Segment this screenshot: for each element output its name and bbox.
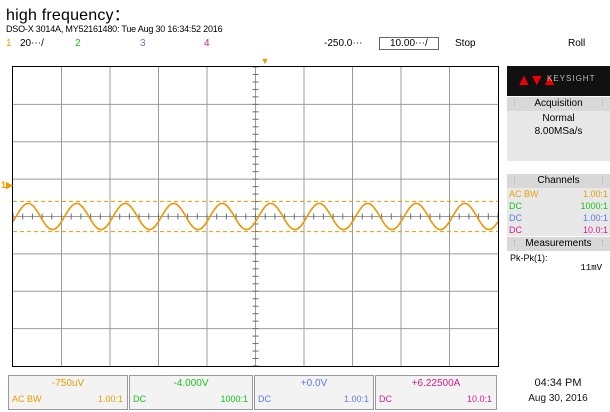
- grip-icon: ⋮: [599, 100, 606, 107]
- grip-icon: ⋮: [511, 177, 518, 184]
- ch1-offset: -750uV: [51, 378, 85, 389]
- measurement-value: 11mV: [580, 263, 602, 273]
- ch1-info-box[interactable]: -750uV AC BW 1.00:1: [8, 375, 128, 410]
- acq-rate: 8.00MSa/s: [534, 126, 583, 137]
- acq-mode: Normal: [542, 113, 575, 124]
- ch1-ground-marker[interactable]: 1▶: [1, 180, 13, 190]
- ch3-coupling: DC: [258, 394, 271, 404]
- scope-info-line: DSO-X 3014A, MY52161480: Tue Aug 30 16:3…: [6, 24, 223, 34]
- run-state[interactable]: Stop: [455, 38, 476, 49]
- ch1-label[interactable]: 1: [6, 38, 12, 49]
- ch2-offset: -4.000V: [173, 378, 209, 389]
- ch3-probe-ratio: 1.00:1: [343, 394, 369, 404]
- ch2-probe-ratio: 1000:1: [220, 394, 248, 404]
- ch1-waveform: [13, 202, 498, 231]
- channels-title: Channels: [537, 175, 580, 186]
- timebase-scale[interactable]: 10.00⋯/: [379, 37, 439, 50]
- channel-coupling: DC: [509, 225, 522, 235]
- grip-icon: ⋮: [511, 240, 518, 247]
- ch3-info-box[interactable]: +0.0V DC 1.00:1: [254, 375, 374, 410]
- acquisition-header[interactable]: ⋮ Acquisition ⋮: [507, 96, 610, 111]
- top-status-bar: 1 20⋯/ 2 3 4 -250.0⋯ 10.00⋯/ Stop Roll: [0, 34, 610, 54]
- ch1-scale[interactable]: 20⋯/: [20, 38, 44, 49]
- channel-row-1[interactable]: AC BW 1.00:1: [507, 188, 610, 200]
- ch3-offset: +0.0V: [300, 378, 328, 389]
- measurements-title: Measurements: [525, 238, 592, 249]
- channel-ratio: 10.0:1: [582, 225, 608, 235]
- ch2-label[interactable]: 2: [75, 38, 81, 49]
- channel-coupling: DC: [509, 213, 522, 223]
- grip-icon: ⋮: [511, 100, 518, 107]
- channels-list: AC BW 1.00:1 DC 1000:1 DC 1.00:1 DC 10.0…: [507, 188, 610, 236]
- channel-row-4[interactable]: DC 10.0:1: [507, 224, 610, 236]
- acquisition-title: Acquisition: [534, 98, 583, 109]
- grip-icon: ⋮: [599, 177, 606, 184]
- ch4-coupling: DC: [379, 394, 392, 404]
- side-panel: ▲▼▲ KEYSIGHT ⋮ Acquisition ⋮ Normal 8.00…: [507, 66, 610, 386]
- grip-icon: ⋮: [599, 240, 606, 247]
- trigger-position-marker: ▼: [260, 56, 270, 66]
- ch1-coupling: AC BW: [12, 394, 42, 404]
- acquisition-body: Normal 8.00MSa/s: [507, 111, 610, 161]
- channel-ratio: 1.00:1: [582, 213, 608, 223]
- ch3-label[interactable]: 3: [140, 38, 146, 49]
- page-caption: high frequency：: [6, 7, 130, 24]
- clock: 04:34 PM Aug 30, 2016: [510, 375, 606, 407]
- channel-coupling: DC: [509, 201, 522, 211]
- bottom-channel-bar: -750uV AC BW 1.00:1 -4.000V DC 1000:1 +0…: [0, 375, 610, 412]
- channel-row-3[interactable]: DC 1.00:1: [507, 212, 610, 224]
- ch4-probe-ratio: 10.0:1: [466, 394, 492, 404]
- measurement-label: Pk-Pk(1):: [510, 253, 548, 263]
- ch2-coupling: DC: [133, 394, 146, 404]
- ch4-info-box[interactable]: +6.22500A DC 10.0:1: [375, 375, 497, 410]
- measurements-body: Pk-Pk(1): 11mV: [507, 251, 610, 386]
- ch1-probe-ratio: 1.00:1: [97, 394, 123, 404]
- clock-time: 04:34 PM: [534, 377, 582, 389]
- ch4-offset: +6.22500A: [411, 378, 461, 389]
- channel-ratio: 1.00:1: [582, 189, 608, 199]
- acq-mode-label[interactable]: Roll: [568, 38, 586, 49]
- trigger-delay[interactable]: -250.0⋯: [324, 38, 363, 49]
- channel-coupling: AC BW: [509, 189, 539, 199]
- keysight-wave-icon: ▲▼▲: [516, 72, 557, 89]
- channel-ratio: 1000:1: [580, 201, 608, 211]
- graticule: [13, 67, 498, 366]
- measurements-header[interactable]: ⋮ Measurements ⋮: [507, 236, 610, 251]
- waveform-display[interactable]: [12, 66, 499, 367]
- clock-date: Aug 30, 2016: [528, 393, 588, 404]
- logo-brand: KEYSIGHT: [547, 74, 596, 83]
- channel-row-2[interactable]: DC 1000:1: [507, 200, 610, 212]
- keysight-logo: ▲▼▲ KEYSIGHT: [507, 66, 610, 96]
- ch4-label[interactable]: 4: [204, 38, 210, 49]
- channels-header[interactable]: ⋮ Channels ⋮: [507, 173, 610, 188]
- ch2-info-box[interactable]: -4.000V DC 1000:1: [129, 375, 253, 410]
